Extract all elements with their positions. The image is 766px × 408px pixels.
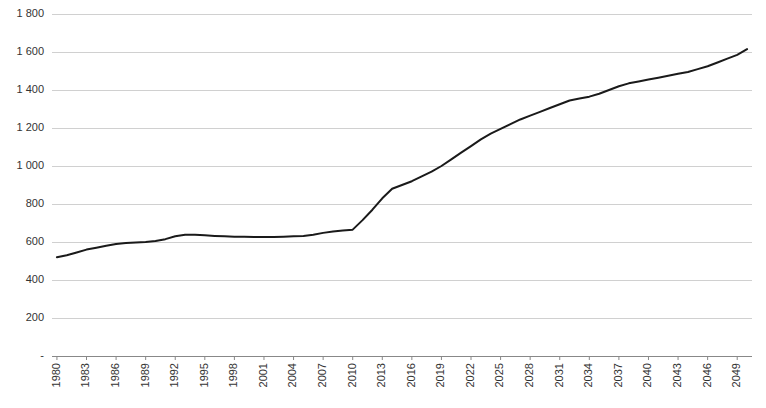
grid-line [52,280,752,281]
y-tick-label: 1 400 [16,83,44,95]
chart-svg: - 200 400 600 800 1 000 1 200 1 400 1 600 1 800 19… [0,0,766,408]
y-grid [52,14,752,356]
x-tick [56,356,57,360]
x-tick [116,356,117,360]
y-tick-label: 1 200 [16,121,44,133]
x-tick [293,356,294,360]
x-tick-label: 2025 [493,363,505,387]
grid-line [52,128,752,129]
x-tick [648,356,649,360]
x-tick-label: 2007 [316,363,328,387]
x-tick-label: 1989 [139,363,151,387]
x-tick-label: 2019 [434,363,446,387]
x-tick-label: 2004 [286,363,298,387]
x-tick [263,356,264,360]
x-tick-label: 2013 [375,363,387,387]
y-tick-label: 1 600 [16,45,44,57]
y-tick-label: 400 [26,273,44,285]
grid-line [52,90,752,91]
x-tick-label: 2046 [701,363,713,387]
grid-line [52,318,752,319]
y-tick-label: 200 [26,311,44,323]
x-tick-label: 1980 [50,363,62,387]
x-tick-label: 2049 [730,363,742,387]
x-tick [175,356,176,360]
x-tick-label: 2034 [582,363,594,387]
x-axis-line [52,356,752,357]
grid-line [52,14,752,15]
x-tick-label: 1983 [79,363,91,387]
y-tick-label: - [40,349,44,361]
x-tick [86,356,87,360]
y-tick-label: 1 800 [16,7,44,19]
grid-line [52,166,752,167]
x-tick [589,356,590,360]
x-tick [500,356,501,360]
x-tick [352,356,353,360]
x-tick-label: 2016 [405,363,417,387]
x-tick [382,356,383,360]
x-tick-label: 1992 [168,363,180,387]
x-tick-label: 2028 [523,363,535,387]
x-tick [234,356,235,360]
x-tick-label: 2010 [346,363,358,387]
x-tick-label: 2037 [612,363,624,387]
x-tick [530,356,531,360]
x-tick-label: 1986 [109,363,121,387]
y-tick-labels: - 200 400 600 800 1 000 1 200 1 400 1 600 1 800 [16,7,44,361]
x-tick-label: 2040 [641,363,653,387]
x-tick [471,356,472,360]
x-tick [559,356,560,360]
x-tick-label: 1998 [227,363,239,387]
y-tick-label: 600 [26,235,44,247]
x-ticks: 1980 1983 1986 1989 1992 1995 1998 2001 2004 2007… [50,356,742,387]
x-tick [323,356,324,360]
series-group [57,49,747,257]
x-tick [411,356,412,360]
grid-line [52,204,752,205]
x-tick-label: 2001 [257,363,269,387]
x-tick [441,356,442,360]
chart-container: - 200 400 600 800 1 000 1 200 1 400 1 600 1 800 19… [0,0,766,408]
grid-line [52,52,752,53]
x-tick [737,356,738,360]
x-tick [204,356,205,360]
x-tick [145,356,146,360]
x-tick [618,356,619,360]
x-tick [678,356,679,360]
x-tick-label: 2022 [464,363,476,387]
grid-line [52,356,752,357]
x-tick-label: 2031 [553,363,565,387]
x-tick-label: 1995 [198,363,210,387]
line [57,49,747,257]
x-tick [707,356,708,360]
y-tick-label: 1 000 [16,159,44,171]
y-tick-label: 800 [26,197,44,209]
x-tick-label: 2043 [671,363,683,387]
